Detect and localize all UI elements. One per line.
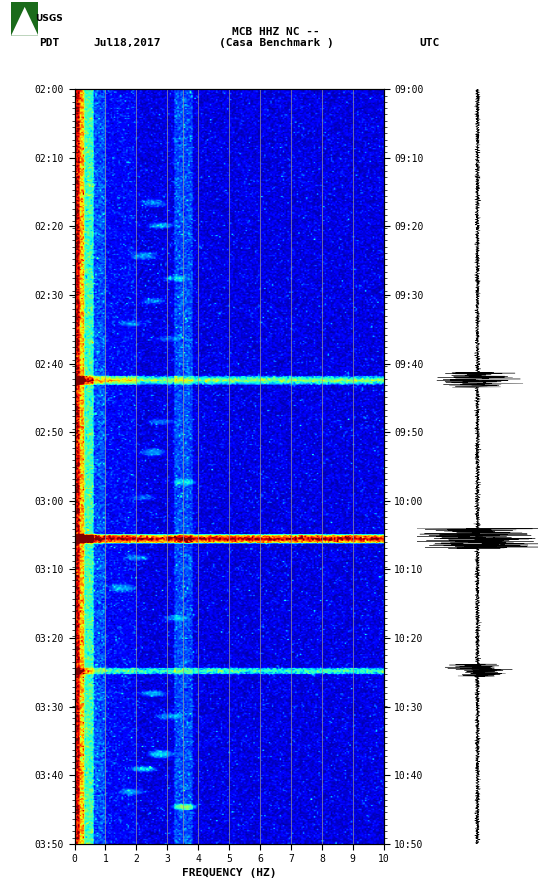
Text: UTC: UTC	[420, 38, 440, 48]
Text: (Casa Benchmark ): (Casa Benchmark )	[219, 38, 333, 48]
Bar	[11, 2, 39, 36]
Text: Jul18,2017: Jul18,2017	[94, 38, 161, 48]
Text: MCB HHZ NC --: MCB HHZ NC --	[232, 27, 320, 37]
Text: USGS: USGS	[35, 14, 63, 23]
Polygon shape	[11, 7, 39, 36]
Text: PDT: PDT	[39, 38, 59, 48]
X-axis label: FREQUENCY (HZ): FREQUENCY (HZ)	[182, 869, 277, 879]
